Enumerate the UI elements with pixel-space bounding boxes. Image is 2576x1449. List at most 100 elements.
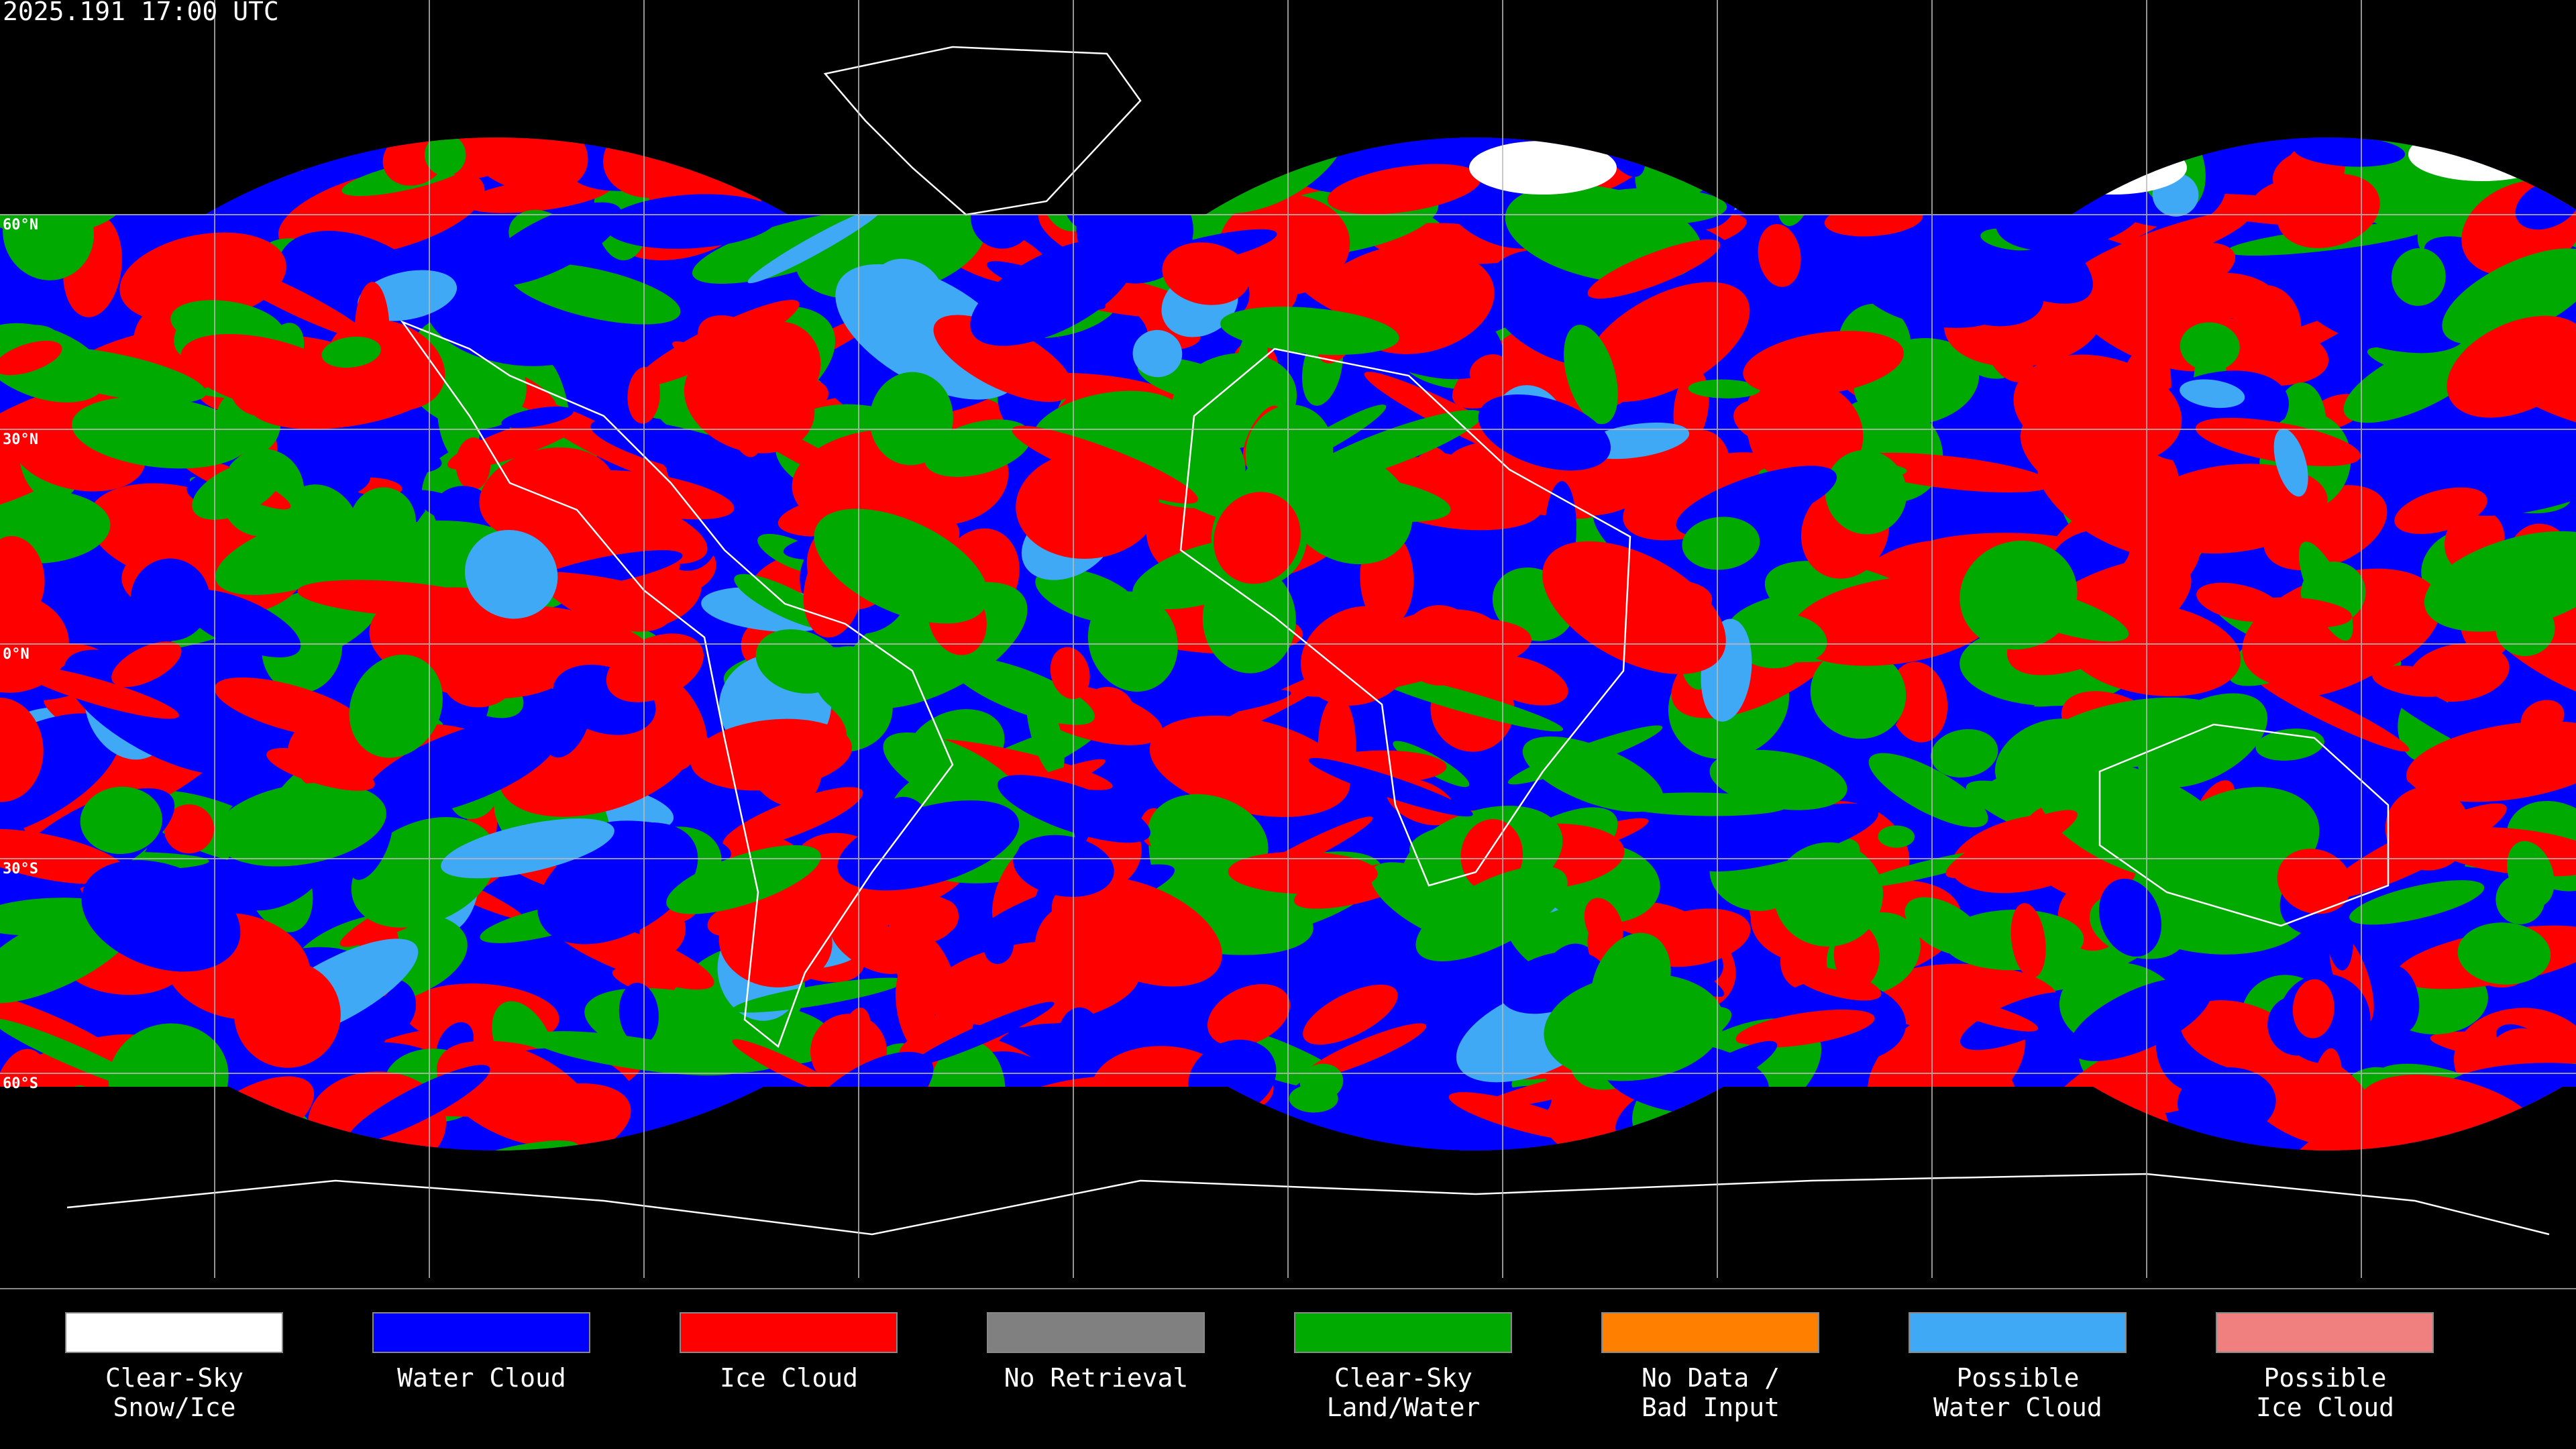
legend-label: Water Cloud xyxy=(1933,1393,2102,1422)
cloud-patch xyxy=(1709,749,1847,810)
cloud-patch xyxy=(2273,428,2308,497)
latitude-label: 60°N xyxy=(3,217,38,233)
cloud-patch xyxy=(1208,984,1291,1046)
cloud-patch xyxy=(2252,178,2304,210)
legend-label: Possible xyxy=(1956,1363,2079,1393)
cloud-patch xyxy=(2447,315,2576,418)
cloud-patch xyxy=(462,138,588,193)
cloud-patch xyxy=(0,698,44,802)
cloud-patch xyxy=(2013,354,2182,466)
cloud-patch xyxy=(572,470,735,520)
legend-label: Land/Water xyxy=(1327,1393,1481,1422)
cloud-patch xyxy=(2180,379,2245,409)
cloud-patch xyxy=(732,1039,849,1099)
cloud-patch xyxy=(830,913,912,974)
legend-label: Snow/Ice xyxy=(113,1393,235,1422)
cloud-patch xyxy=(347,1065,490,1143)
legend-label: Water Cloud xyxy=(397,1363,566,1393)
cloud-patch xyxy=(2521,700,2565,737)
cloud-patch xyxy=(690,718,852,791)
cloud-patch xyxy=(0,490,111,564)
cloud-patch xyxy=(1847,452,2053,493)
legend-label: Possible xyxy=(2263,1363,2386,1393)
legend-swatch xyxy=(680,1312,898,1353)
cloud-patch xyxy=(970,239,1135,346)
cloud-patch xyxy=(2294,138,2406,167)
cloud-patch xyxy=(1758,224,1801,287)
cloud-patch xyxy=(2394,487,2487,534)
cloud-patch xyxy=(1050,647,1090,700)
cloud-patch xyxy=(684,349,815,453)
cloud-patch xyxy=(1733,399,1807,446)
cloud-patch xyxy=(1810,648,1907,739)
cloud-patch xyxy=(1688,379,1761,398)
cloud-patch xyxy=(2180,322,2240,371)
legend-swatch xyxy=(1601,1312,1819,1353)
legend-label: Ice Cloud xyxy=(2256,1393,2394,1422)
cloud-patch xyxy=(119,232,286,323)
legend-label: No Data / xyxy=(1642,1363,1780,1393)
cloud-patch xyxy=(2443,445,2576,516)
latitude-label: 0°N xyxy=(3,646,30,663)
cloud-patch xyxy=(1522,736,1664,812)
greenland-outline xyxy=(823,46,1142,216)
cloud-patch xyxy=(215,509,397,595)
cloud-patch xyxy=(1058,1007,1102,1065)
cloud-patch xyxy=(1945,810,2078,878)
graticule xyxy=(0,0,2576,1278)
cloud-patch xyxy=(526,572,667,603)
cloud-patch xyxy=(349,654,443,758)
cloud-patch xyxy=(1183,690,1291,716)
cloud-patch xyxy=(1582,282,1750,402)
cloud-patch xyxy=(2343,336,2491,423)
snow-ice-patch xyxy=(1469,141,1617,195)
cloud-patch xyxy=(80,786,162,855)
cloud-patch xyxy=(321,336,381,368)
cloud-patch xyxy=(164,804,215,854)
cloud-patch xyxy=(635,300,800,387)
cloud-patch xyxy=(501,406,574,428)
cloud-patch xyxy=(869,372,953,466)
cloud-patch xyxy=(1564,325,1618,425)
cloud-patch xyxy=(1682,517,1760,570)
cloud-patch xyxy=(1544,973,1724,1081)
cloud-patch xyxy=(666,449,774,523)
cloud-patch xyxy=(1214,492,1301,584)
cloud-patch xyxy=(1756,614,1827,663)
cloud-patch xyxy=(1825,449,1907,535)
legend-label: Clear-Sky xyxy=(105,1363,244,1393)
latitude-label: 60°S xyxy=(3,1075,38,1092)
cloud-patch xyxy=(1362,1103,1465,1150)
cloud-patch xyxy=(229,349,302,417)
cloud-patch xyxy=(1581,188,1727,225)
legend-swatch xyxy=(1909,1312,2127,1353)
cloud-patch xyxy=(2406,721,2576,802)
cloud-patch xyxy=(619,982,659,1045)
cloud-patch xyxy=(509,263,681,325)
cloud-patch xyxy=(1087,591,1178,692)
cloud-patch xyxy=(2378,965,2420,1033)
cloud-patch xyxy=(2038,697,2230,770)
cloud-patch xyxy=(1304,1023,1427,1079)
legend-label: Clear-Sky xyxy=(1334,1363,1472,1393)
cloud-patch xyxy=(2507,841,2555,907)
cloud-patch xyxy=(266,748,375,791)
cloud-patch xyxy=(1132,329,1183,378)
cloud-patch xyxy=(2424,531,2576,632)
cloud-patch xyxy=(1774,842,1884,947)
cloud-patch xyxy=(2292,979,2334,1038)
cloud-patch xyxy=(1399,605,1479,686)
coastlines xyxy=(66,46,2550,1236)
latitude-label: 30°S xyxy=(3,861,38,877)
cloud-patch xyxy=(2010,903,2046,978)
cloud-patch xyxy=(1301,606,1417,706)
cloud-patch xyxy=(441,818,614,879)
cloud-patch xyxy=(1857,252,2014,328)
cloud-patch xyxy=(2457,922,2551,985)
cloud-patch xyxy=(81,860,241,972)
cloud-patch xyxy=(1220,307,1399,356)
cloud-patch xyxy=(1936,996,2039,1032)
cloud-patch xyxy=(0,593,69,693)
cloud-patch xyxy=(2349,880,2485,925)
